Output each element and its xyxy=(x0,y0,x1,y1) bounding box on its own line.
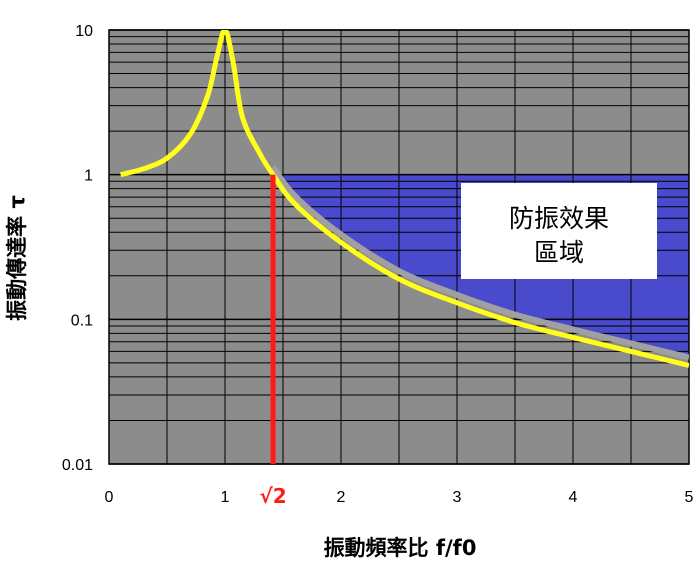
x-tick-label: 5 xyxy=(685,489,694,506)
x-tick-label: 3 xyxy=(453,489,462,506)
y-tick-label: 1 xyxy=(84,168,93,185)
region-label-line1: 防振效果 xyxy=(509,204,609,233)
x-tick-label: 2 xyxy=(337,489,346,506)
plot-border xyxy=(108,29,690,465)
y-tick-label: 0.1 xyxy=(71,312,93,329)
x-axis-label: 振動頻率比 f/f0 xyxy=(324,536,477,560)
transmissibility-curve xyxy=(119,30,689,368)
y-tick-label: 10 xyxy=(75,23,93,40)
x-tick-label: 0 xyxy=(105,489,114,506)
region-label-box xyxy=(461,183,657,279)
region-label-line2: 區域 xyxy=(534,238,584,267)
curve-shadow xyxy=(270,164,689,361)
x-tick-label: 4 xyxy=(569,489,578,506)
x-tick-label: 1 xyxy=(221,489,230,506)
sqrt2-label: √2 xyxy=(259,484,286,508)
y-axis-label: 振動傳達率 τ xyxy=(5,195,29,321)
y-tick-label: 0.01 xyxy=(62,457,93,474)
